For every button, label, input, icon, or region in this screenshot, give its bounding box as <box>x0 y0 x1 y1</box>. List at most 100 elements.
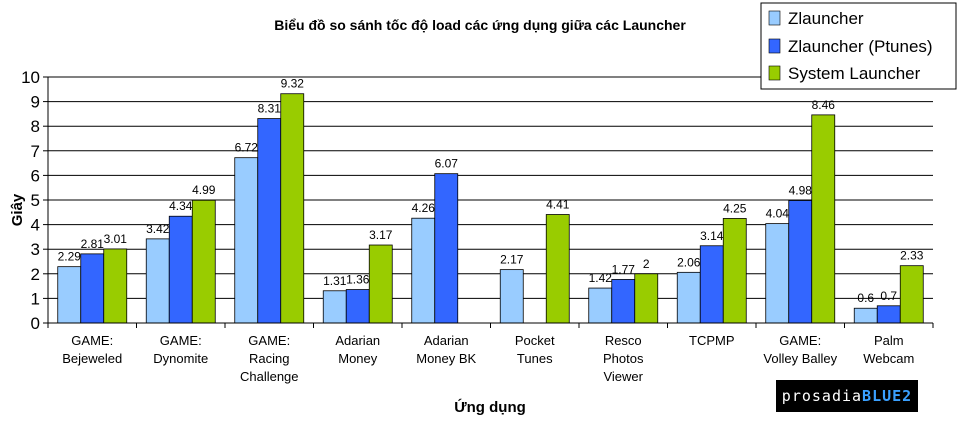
bar <box>811 114 836 324</box>
data-label: 4.34 <box>169 199 193 213</box>
y-tick-label: 5 <box>31 191 40 210</box>
x-category-label: GAME: <box>160 333 202 348</box>
y-tick-label: 4 <box>31 216 40 235</box>
bar <box>168 215 193 324</box>
x-category-label: Racing <box>249 351 289 366</box>
logo-text-prosadia: prosadia <box>781 387 863 405</box>
data-label: 6.07 <box>435 157 459 171</box>
bar <box>145 238 170 324</box>
y-tick-label: 10 <box>21 68 40 87</box>
bar <box>788 200 813 324</box>
y-tick-label: 8 <box>31 117 40 136</box>
bar <box>765 223 790 324</box>
legend-label-zlauncher-ptunes: Zlauncher (Ptunes) <box>788 37 933 56</box>
legend-label-zlauncher: Zlauncher <box>788 9 864 28</box>
bar <box>853 307 878 324</box>
data-label: 4.04 <box>766 207 790 221</box>
data-label: 4.98 <box>789 183 813 197</box>
data-label: 4.26 <box>412 201 436 215</box>
x-category-label: TCPMP <box>689 333 735 348</box>
x-category-label: Challenge <box>240 369 299 384</box>
data-label: 2.06 <box>677 255 701 269</box>
data-label: 2.33 <box>900 249 924 263</box>
bar <box>411 217 436 324</box>
bar <box>80 253 105 324</box>
data-label: 1.31 <box>323 274 347 288</box>
data-label: 1.42 <box>589 271 613 285</box>
data-label: 8.31 <box>258 102 282 116</box>
bar <box>434 173 459 324</box>
bar <box>257 118 282 324</box>
x-category-label: GAME: <box>248 333 290 348</box>
bar <box>634 273 659 324</box>
data-label: 9.32 <box>281 77 305 91</box>
x-category-label: Viewer <box>603 369 643 384</box>
x-category-label: Resco <box>605 333 642 348</box>
bar <box>103 248 128 324</box>
y-tick-label: 2 <box>31 265 40 284</box>
y-tick-label: 9 <box>31 93 40 112</box>
bar <box>611 279 636 324</box>
data-label: 3.17 <box>369 228 393 242</box>
y-tick-label: 7 <box>31 142 40 161</box>
bars <box>57 93 924 324</box>
bar <box>899 265 924 324</box>
x-category-label: Pocket <box>515 333 555 348</box>
data-label: 6.72 <box>235 141 259 155</box>
legend: Zlauncher Zlauncher (Ptunes) System Laun… <box>760 2 957 90</box>
y-axis-title: Giây <box>9 193 26 226</box>
x-category-label: GAME: <box>71 333 113 348</box>
bar <box>699 245 724 324</box>
x-category-label: Photos <box>603 351 644 366</box>
data-label: 2.81 <box>81 237 105 251</box>
bar <box>876 305 901 324</box>
y-tick-label: 1 <box>31 289 40 308</box>
x-category-label: Volley Balley <box>763 351 837 366</box>
x-category-label: Tunes <box>517 351 553 366</box>
bar <box>57 266 82 324</box>
y-tick-label: 6 <box>31 166 40 185</box>
x-category-label: Adarian <box>335 333 380 348</box>
data-label: 1.36 <box>346 273 370 287</box>
chart-title: Biểu đồ so sánh tốc độ load các ứng dụng… <box>274 17 686 33</box>
legend-swatch-zlauncher <box>768 10 781 26</box>
x-axis-title: Ứng dụng <box>454 398 526 416</box>
legend-swatch-system-launcher <box>768 65 781 81</box>
bar <box>722 218 747 324</box>
bar <box>234 157 259 324</box>
data-label: 4.99 <box>192 183 216 197</box>
data-label: 3.01 <box>104 232 128 246</box>
data-label: 3.42 <box>146 222 170 236</box>
x-category-label: Palm <box>874 333 904 348</box>
bar <box>280 93 305 324</box>
data-label: 1.77 <box>612 262 636 276</box>
data-label: 0.7 <box>880 289 897 303</box>
y-tick-label: 0 <box>31 314 40 333</box>
bar <box>322 290 347 324</box>
data-label: 4.41 <box>546 198 570 212</box>
bar <box>191 199 216 324</box>
data-labels: 2.292.81 3.01 3.42 4.34 4.99 6.72 8.31 9.32 1.31… <box>58 77 924 306</box>
x-category-label: Money <box>338 351 378 366</box>
x-category-label: GAME: <box>779 333 821 348</box>
legend-swatch-zlauncher-ptunes <box>768 38 781 54</box>
x-category-label: Webcam <box>863 351 914 366</box>
data-label: 4.25 <box>723 201 747 215</box>
x-category-label: Adarian <box>424 333 469 348</box>
data-label: 0.6 <box>857 291 874 305</box>
legend-box <box>760 2 957 90</box>
bar <box>676 271 701 324</box>
x-category-label: Bejeweled <box>62 351 122 366</box>
legend-label-system-launcher: System Launcher <box>788 64 921 83</box>
data-label: 2.17 <box>500 253 524 267</box>
bar <box>499 269 524 324</box>
data-label: 3.14 <box>700 229 724 243</box>
axes: 0 1 2 3 4 5 6 7 8 9 10 GAME: Bejeweled GAME: Dynomite G… <box>21 68 934 384</box>
bar <box>345 289 370 324</box>
x-category-label: Dynomite <box>153 351 208 366</box>
bar <box>545 214 570 324</box>
bar <box>368 244 393 324</box>
logo-text-blue2: BLUE2 <box>862 387 913 405</box>
data-label: 8.46 <box>812 98 836 112</box>
